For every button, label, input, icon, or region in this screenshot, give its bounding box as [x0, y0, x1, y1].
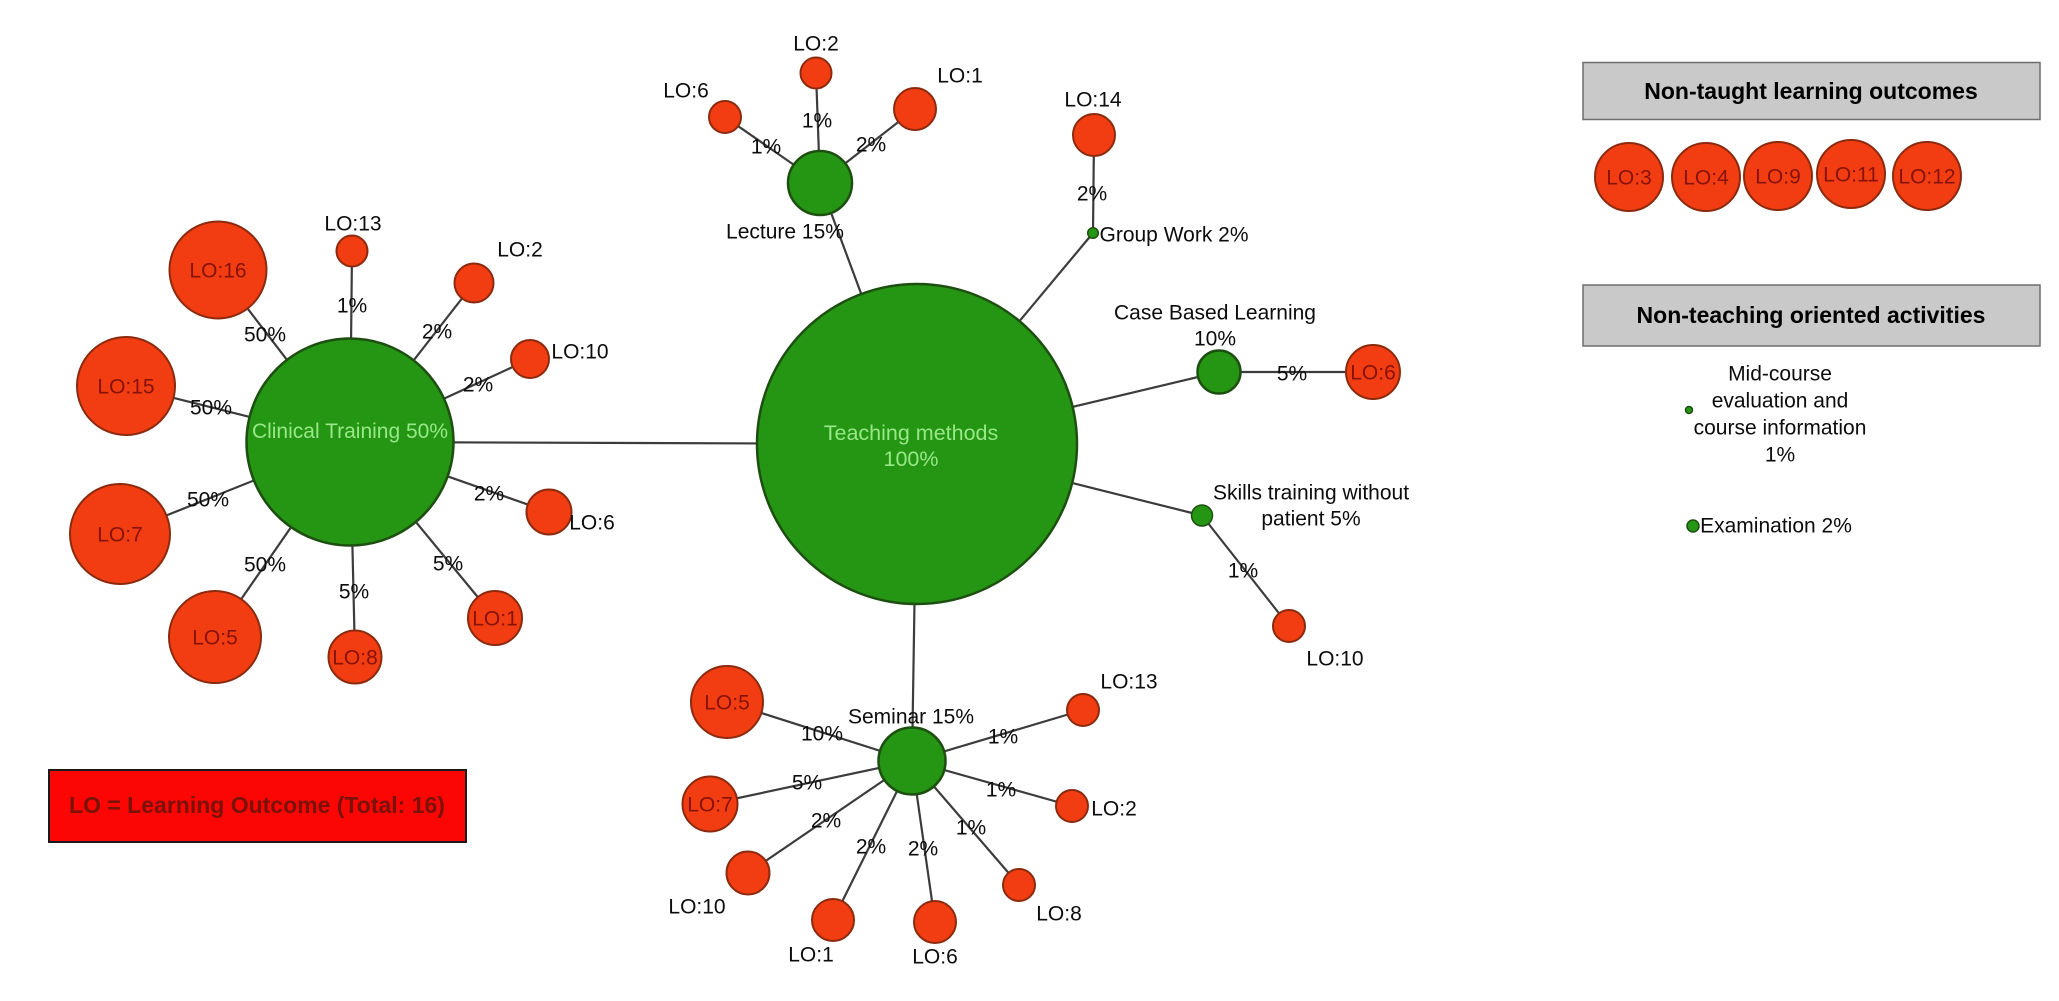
svg-text:10%: 10%	[1194, 328, 1236, 351]
svg-text:LO:1: LO:1	[937, 65, 983, 88]
svg-text:1%: 1%	[988, 726, 1018, 749]
svg-text:LO:13: LO:13	[1100, 671, 1157, 694]
svg-text:50%: 50%	[190, 397, 232, 420]
svg-text:LO:13: LO:13	[324, 213, 381, 236]
svg-text:LO:7: LO:7	[97, 524, 143, 547]
svg-text:Non-taught learning outcomes: Non-taught learning outcomes	[1644, 78, 1978, 104]
svg-text:5%: 5%	[1277, 363, 1307, 386]
svg-text:LO:5: LO:5	[704, 692, 750, 715]
svg-text:1%: 1%	[986, 779, 1016, 802]
svg-text:1%: 1%	[1228, 560, 1258, 583]
svg-text:LO:2: LO:2	[497, 239, 543, 262]
svg-text:5%: 5%	[792, 772, 822, 795]
svg-text:LO:9: LO:9	[1755, 166, 1801, 189]
svg-text:5%: 5%	[339, 581, 369, 604]
svg-text:2%: 2%	[856, 134, 886, 157]
svg-text:LO:5: LO:5	[192, 627, 238, 650]
svg-text:LO:10: LO:10	[668, 896, 725, 919]
svg-text:Group Work 2%: Group Work 2%	[1100, 224, 1249, 247]
svg-text:2%: 2%	[1077, 183, 1107, 206]
svg-text:Skills training without: Skills training without	[1213, 482, 1409, 505]
svg-text:LO:8: LO:8	[1036, 903, 1082, 926]
svg-text:Clinical Training 50%: Clinical Training 50%	[252, 420, 448, 443]
svg-text:LO:11: LO:11	[1823, 164, 1879, 187]
svg-text:LO:7: LO:7	[687, 794, 733, 817]
svg-text:LO:6: LO:6	[663, 80, 709, 103]
svg-text:LO:2: LO:2	[793, 33, 839, 56]
svg-text:LO:1: LO:1	[472, 608, 518, 631]
svg-text:LO:14: LO:14	[1064, 89, 1122, 112]
svg-text:course information: course information	[1694, 417, 1867, 440]
svg-text:Case Based Learning: Case Based Learning	[1114, 302, 1316, 325]
svg-text:1%: 1%	[956, 817, 986, 840]
svg-text:1%: 1%	[751, 136, 781, 159]
svg-text:LO:1: LO:1	[788, 944, 834, 967]
svg-text:LO:6: LO:6	[912, 946, 958, 969]
svg-text:1%: 1%	[1765, 444, 1795, 467]
svg-text:100%: 100%	[884, 447, 939, 471]
svg-text:Teaching methods: Teaching methods	[824, 421, 999, 445]
svg-text:LO:4: LO:4	[1683, 167, 1729, 190]
svg-text:LO:3: LO:3	[1606, 167, 1652, 190]
svg-text:LO:15: LO:15	[97, 376, 154, 399]
svg-text:2%: 2%	[474, 483, 504, 506]
svg-text:1%: 1%	[337, 295, 367, 318]
svg-text:10%: 10%	[801, 723, 843, 746]
svg-text:2%: 2%	[422, 321, 452, 344]
svg-text:Lecture 15%: Lecture 15%	[726, 221, 844, 244]
svg-text:1%: 1%	[802, 110, 832, 133]
svg-text:50%: 50%	[187, 489, 229, 512]
svg-text:LO:12: LO:12	[1898, 166, 1955, 189]
svg-text:LO:16: LO:16	[189, 260, 246, 283]
svg-text:LO:8: LO:8	[332, 647, 378, 670]
svg-text:2%: 2%	[463, 374, 493, 397]
svg-text:Seminar 15%: Seminar 15%	[848, 706, 974, 729]
svg-text:LO = Learning Outcome (Total:: LO = Learning Outcome (Total: 16)	[69, 792, 445, 818]
svg-text:2%: 2%	[908, 838, 938, 861]
svg-text:50%: 50%	[244, 324, 286, 347]
svg-text:LO:10: LO:10	[1306, 648, 1363, 671]
svg-text:LO:6: LO:6	[1350, 362, 1396, 385]
svg-text:LO:10: LO:10	[551, 341, 608, 364]
svg-text:LO:6: LO:6	[569, 512, 615, 535]
svg-text:50%: 50%	[244, 554, 286, 577]
svg-text:Examination 2%: Examination 2%	[1700, 515, 1852, 538]
svg-text:evaluation and: evaluation and	[1712, 390, 1849, 413]
svg-text:Mid-course: Mid-course	[1728, 363, 1832, 386]
svg-text:5%: 5%	[433, 553, 463, 576]
svg-text:Non-teaching oriented activiti: Non-teaching oriented activities	[1637, 302, 1986, 328]
svg-text:2%: 2%	[811, 810, 841, 833]
svg-text:LO:2: LO:2	[1091, 798, 1137, 821]
svg-text:patient 5%: patient 5%	[1261, 508, 1360, 531]
svg-text:2%: 2%	[856, 836, 886, 859]
